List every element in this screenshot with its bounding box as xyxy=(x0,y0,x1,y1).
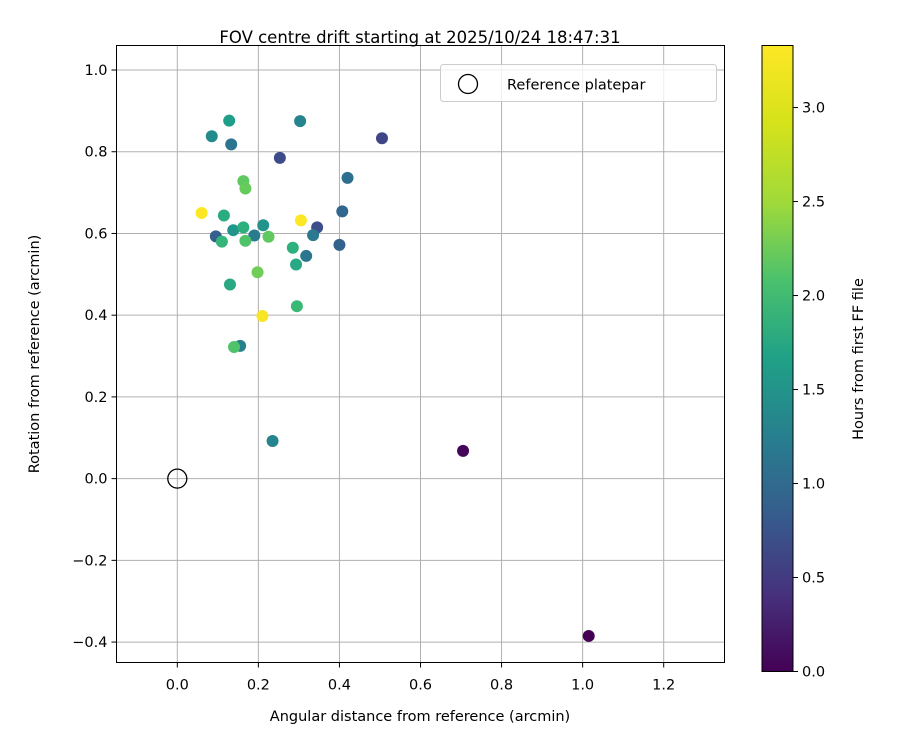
legend-reference-icon xyxy=(457,73,479,95)
legend-label: Reference platepar xyxy=(507,78,645,94)
data-point xyxy=(248,229,261,242)
x-tick-label: 0.8 xyxy=(490,678,513,694)
colorbar-tick-label: 3.0 xyxy=(802,101,825,117)
y-tick-label: 0.0 xyxy=(84,472,107,488)
colorbar-tick-label: 1.5 xyxy=(802,383,825,399)
data-point xyxy=(251,266,264,279)
x-tick-label: 0.6 xyxy=(409,678,432,694)
y-tick-label: 0.4 xyxy=(84,308,107,324)
colorbar-tick-label: 1.0 xyxy=(802,477,825,493)
data-point xyxy=(217,209,230,222)
y-tick-label: 0.6 xyxy=(84,226,107,242)
x-tick-label: 0.2 xyxy=(247,678,270,694)
y-tick-label: −0.4 xyxy=(72,635,107,651)
data-points xyxy=(195,114,595,642)
x-axis-label: Angular distance from reference (arcmin) xyxy=(270,709,570,725)
data-point xyxy=(273,151,286,164)
colorbar-ticks: 0.0 0.5 1.0 1.5 2.0 2.5 3.0 xyxy=(793,101,825,681)
colorbar-label: Hours from first FF file xyxy=(851,278,867,440)
colorbar-tick-label: 2.0 xyxy=(802,289,825,305)
data-point xyxy=(336,205,349,218)
y-tick-label: −0.2 xyxy=(72,553,107,569)
data-point xyxy=(195,207,208,220)
data-point xyxy=(228,341,241,354)
data-point xyxy=(290,300,303,313)
data-point xyxy=(257,219,270,232)
data-point xyxy=(237,221,250,234)
legend: Reference platepar xyxy=(440,64,717,102)
data-point xyxy=(256,309,269,322)
data-point xyxy=(294,115,307,128)
colorbar-tick-label: 0.0 xyxy=(802,665,825,681)
data-point xyxy=(294,214,307,227)
data-point xyxy=(582,629,595,642)
y-tick-label: 0.8 xyxy=(84,145,107,161)
reference-platepar-marker xyxy=(167,468,188,489)
data-point xyxy=(205,130,218,143)
data-point xyxy=(227,224,240,237)
chart-title: FOV centre drift starting at 2025/10/24 … xyxy=(219,28,620,47)
data-point xyxy=(239,234,252,247)
data-point xyxy=(307,229,320,242)
y-axis-label: Rotation from reference (arcmin) xyxy=(27,235,43,474)
data-point xyxy=(290,258,303,271)
x-tick-label: 1.2 xyxy=(652,678,675,694)
grid xyxy=(116,45,725,663)
data-point xyxy=(457,444,470,457)
data-point xyxy=(223,114,236,127)
data-point xyxy=(341,171,354,184)
data-point xyxy=(262,230,275,243)
data-point xyxy=(223,278,236,291)
plot-frame xyxy=(116,45,725,663)
data-point xyxy=(300,249,313,262)
data-point xyxy=(375,132,388,145)
data-point xyxy=(266,435,279,448)
colorbar xyxy=(761,45,794,672)
y-tick-label: 1.0 xyxy=(84,63,107,79)
data-point xyxy=(215,235,228,248)
data-point xyxy=(333,238,346,251)
colorbar-tick-label: 0.5 xyxy=(802,571,825,587)
axis-ticks: 0.0 0.2 0.4 0.6 0.8 1.0 1.2 −0.4 −0.2 0.0 0.2 0.4 0.… xyxy=(72,63,675,693)
y-tick-label: 0.2 xyxy=(84,390,107,406)
data-point xyxy=(225,138,238,151)
data-point xyxy=(286,241,299,254)
x-tick-label: 0.4 xyxy=(328,678,351,694)
x-tick-label: 1.0 xyxy=(571,678,594,694)
colorbar-tick-label: 2.5 xyxy=(802,195,825,211)
x-tick-label: 0.0 xyxy=(166,678,189,694)
data-point xyxy=(239,182,252,195)
